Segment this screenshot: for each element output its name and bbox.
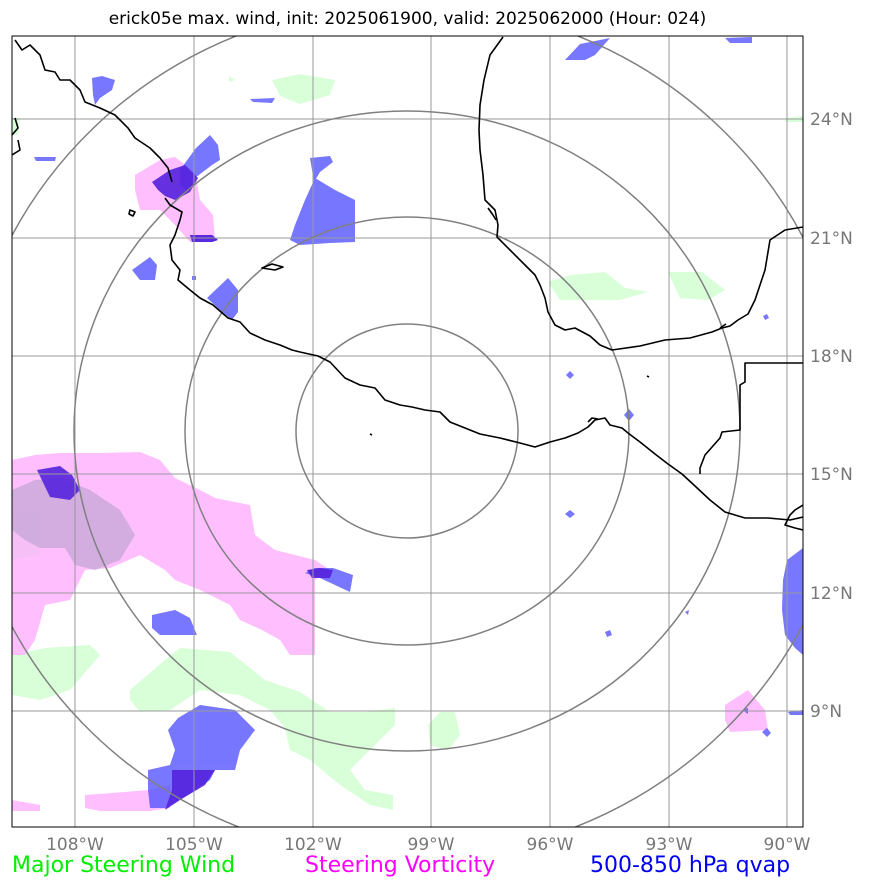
wind-vorticity-overlap	[12, 478, 135, 570]
plot-frame	[11, 35, 804, 828]
lon-label: 102°W	[284, 835, 342, 855]
lon-label: 99°W	[408, 835, 455, 855]
range-rings	[12, 36, 803, 827]
lat-label: 21°N	[810, 229, 853, 249]
lat-label: 12°N	[810, 584, 853, 604]
latitude-labels: 24°N 21°N 18°N 15°N 12°N 9°N	[810, 110, 853, 722]
lon-label: 96°W	[527, 835, 574, 855]
steering-wind-areas	[12, 74, 803, 810]
lat-label: 15°N	[810, 465, 853, 485]
legend-steering-wind: Major Steering Wind	[12, 853, 236, 878]
lat-label: 24°N	[810, 110, 853, 130]
lon-label: 105°W	[165, 835, 223, 855]
legend-qvap: 500-850 hPa qvap	[590, 853, 791, 878]
qvap-areas	[34, 37, 803, 808]
lat-label: 18°N	[810, 347, 853, 367]
lat-label: 9°N	[810, 702, 842, 722]
lon-label: 90°W	[764, 835, 811, 855]
lon-label: 108°W	[46, 835, 104, 855]
graticule	[12, 36, 803, 827]
lon-label: 93°W	[646, 835, 693, 855]
longitude-labels: 108°W 105°W 102°W 99°W 96°W 93°W 90°W	[46, 835, 811, 855]
legend-steering-vorticity: Steering Vorticity	[305, 853, 496, 878]
coastlines	[12, 36, 803, 531]
map-title: erick05e max. wind, init: 2025061900, va…	[108, 9, 707, 29]
